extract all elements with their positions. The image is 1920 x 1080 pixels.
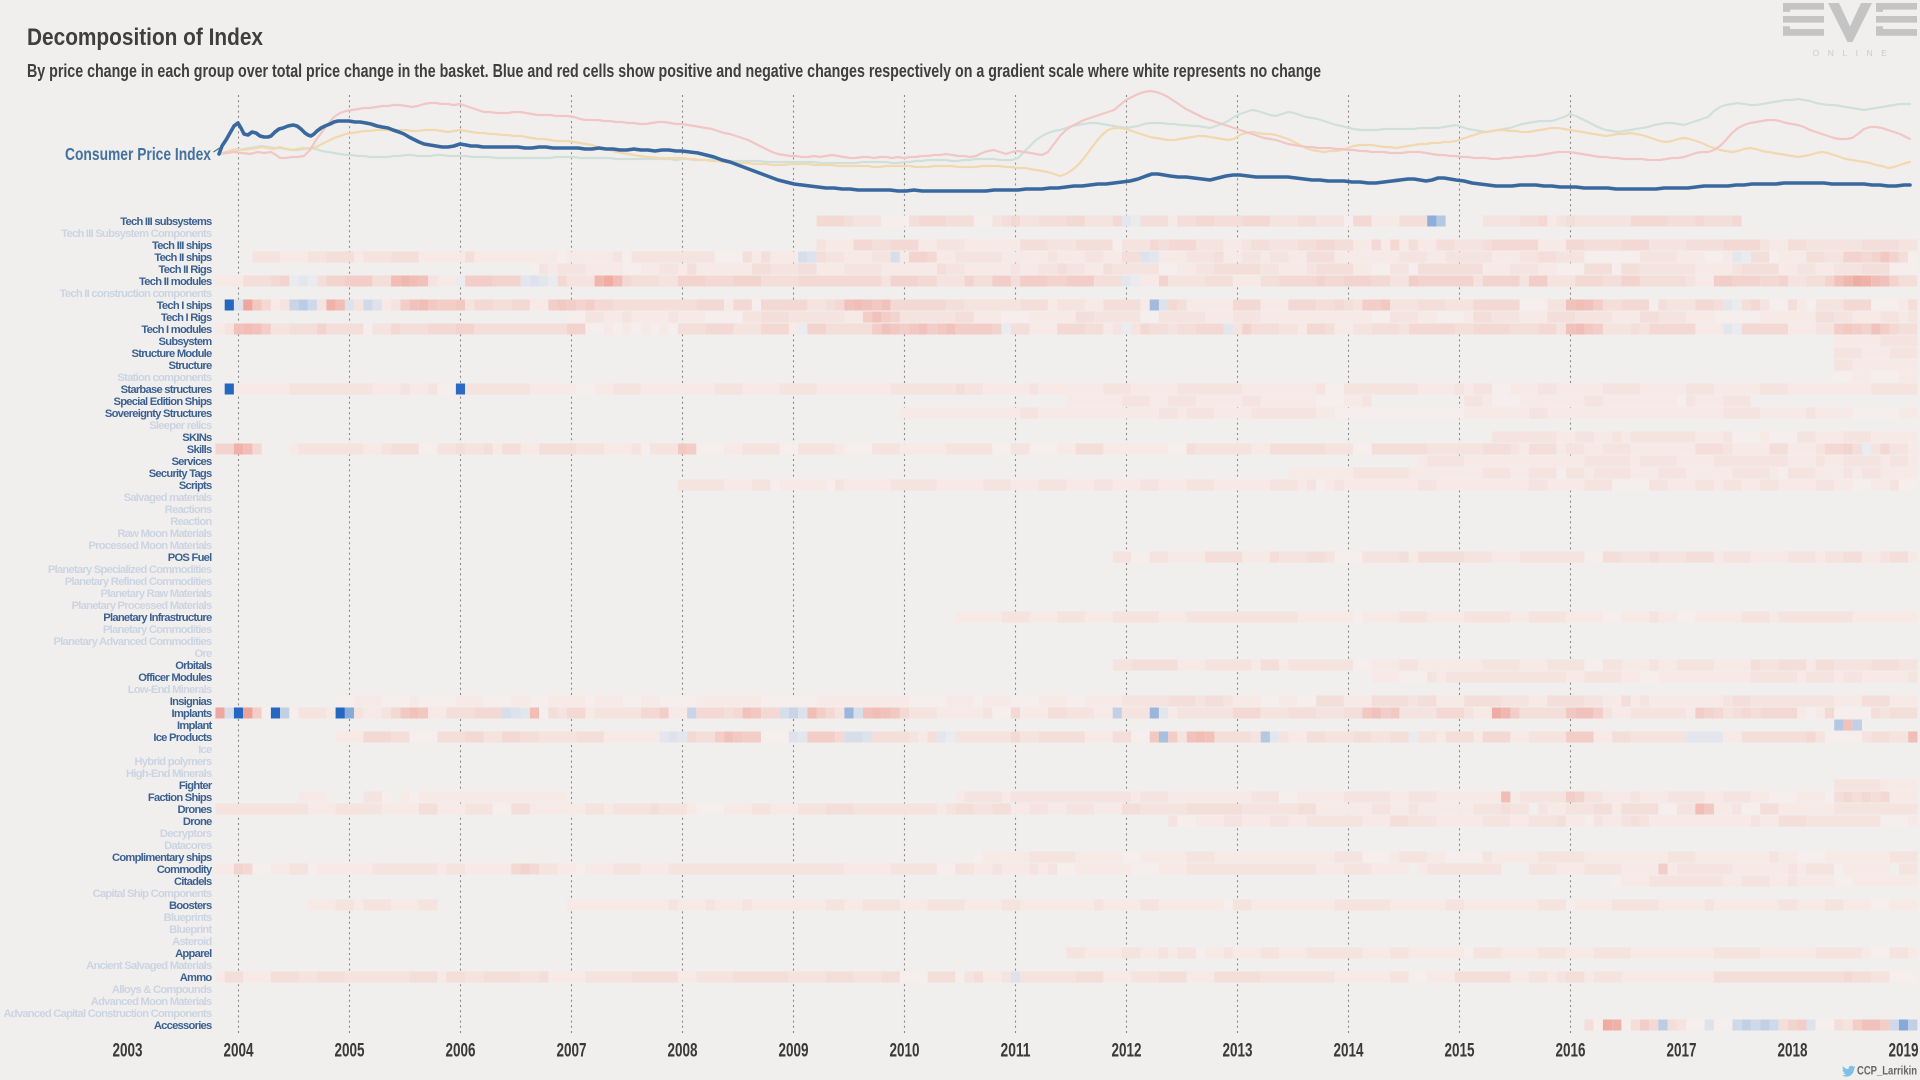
svg-text:Raw Moon Materials: Raw Moon Materials xyxy=(117,528,212,540)
svg-text:Complimentary ships: Complimentary ships xyxy=(112,852,212,864)
svg-text:Apparel: Apparel xyxy=(175,948,212,960)
svg-text:POS Fuel: POS Fuel xyxy=(168,552,212,564)
svg-text:Blueprints: Blueprints xyxy=(164,912,212,924)
svg-text:Planetary Infrastructure: Planetary Infrastructure xyxy=(103,612,212,624)
svg-text:Faction Ships: Faction Ships xyxy=(148,792,212,804)
svg-text:ONLINE: ONLINE xyxy=(1813,48,1896,58)
svg-text:Processed Moon Materials: Processed Moon Materials xyxy=(88,540,212,552)
svg-text:Tech I Rigs: Tech I Rigs xyxy=(161,312,212,324)
svg-text:2009: 2009 xyxy=(779,1041,809,1062)
svg-text:Hybrid polymers: Hybrid polymers xyxy=(134,756,212,768)
svg-text:Sovereignty Structures: Sovereignty Structures xyxy=(105,408,212,420)
svg-text:Tech II ships: Tech II ships xyxy=(154,252,212,264)
svg-text:2010: 2010 xyxy=(890,1041,920,1062)
svg-text:Tech III ships: Tech III ships xyxy=(152,240,212,252)
svg-text:Tech II construction component: Tech II construction components xyxy=(60,288,212,300)
svg-text:Boosters: Boosters xyxy=(169,900,212,912)
svg-text:Low-End Minerals: Low-End Minerals xyxy=(128,684,212,696)
svg-text:2005: 2005 xyxy=(335,1041,365,1062)
svg-text:CCP_Larrikin: CCP_Larrikin xyxy=(1857,1066,1917,1078)
svg-text:2007: 2007 xyxy=(557,1041,587,1062)
svg-text:SKINs: SKINs xyxy=(182,432,212,444)
svg-text:Insignias: Insignias xyxy=(170,696,212,708)
svg-text:Ice: Ice xyxy=(198,744,212,756)
svg-text:Datacores: Datacores xyxy=(164,840,212,852)
svg-text:Accessories: Accessories xyxy=(154,1020,212,1032)
svg-text:Ice Products: Ice Products xyxy=(153,732,212,744)
svg-text:Orbitals: Orbitals xyxy=(175,660,212,672)
svg-text:Planetary Raw Materials: Planetary Raw Materials xyxy=(101,588,212,600)
svg-text:2016: 2016 xyxy=(1556,1041,1586,1062)
svg-text:Reaction: Reaction xyxy=(170,516,212,528)
svg-text:Scripts: Scripts xyxy=(179,480,212,492)
svg-text:Sleeper relics: Sleeper relics xyxy=(149,420,212,432)
svg-text:Advanced Moon Materials: Advanced Moon Materials xyxy=(91,996,212,1008)
svg-text:Drone: Drone xyxy=(183,816,212,828)
svg-text:Fighter: Fighter xyxy=(179,780,213,792)
svg-text:Tech II Rigs: Tech II Rigs xyxy=(159,264,212,276)
svg-text:Ore: Ore xyxy=(194,648,212,660)
svg-text:Structure: Structure xyxy=(169,360,213,372)
svg-text:2013: 2013 xyxy=(1223,1041,1253,1062)
svg-text:Special Edition Ships: Special Edition Ships xyxy=(113,396,212,408)
svg-text:2017: 2017 xyxy=(1667,1041,1697,1062)
svg-text:2014: 2014 xyxy=(1334,1041,1364,1062)
svg-text:Ammo: Ammo xyxy=(180,972,213,984)
svg-text:Planetary Commodities: Planetary Commodities xyxy=(103,624,212,636)
svg-text:Blueprint: Blueprint xyxy=(169,924,212,936)
svg-text:Advanced Capital Construction: Advanced Capital Construction Components xyxy=(3,1008,212,1020)
svg-text:Officer Modules: Officer Modules xyxy=(138,672,212,684)
svg-text:Tech II modules: Tech II modules xyxy=(139,276,212,288)
svg-text:Alloys & Compounds: Alloys & Compounds xyxy=(112,984,212,996)
svg-text:Planetary Refined Commodities: Planetary Refined Commodities xyxy=(65,576,212,588)
svg-text:Implant: Implant xyxy=(177,720,213,732)
svg-text:2012: 2012 xyxy=(1112,1041,1142,1062)
svg-text:2008: 2008 xyxy=(668,1041,698,1062)
svg-text:Decryptors: Decryptors xyxy=(160,828,212,840)
svg-text:Planetary Advanced Commodities: Planetary Advanced Commodities xyxy=(53,636,212,648)
svg-text:2011: 2011 xyxy=(1001,1041,1031,1062)
svg-text:Reactions: Reactions xyxy=(165,504,212,516)
svg-text:Capital Ship Components: Capital Ship Components xyxy=(93,888,212,900)
svg-text:Salvaged materials: Salvaged materials xyxy=(124,492,212,504)
svg-text:Decomposition of Index: Decomposition of Index xyxy=(27,24,264,51)
svg-text:By price change in each group: By price change in each group over total… xyxy=(27,60,1321,81)
svg-text:Subsystem: Subsystem xyxy=(159,336,213,348)
svg-text:Planetary Specialized Commodit: Planetary Specialized Commodities xyxy=(48,564,212,576)
svg-text:Tech III subsystems: Tech III subsystems xyxy=(120,216,212,228)
svg-text:Tech III Subsystem Components: Tech III Subsystem Components xyxy=(61,228,212,240)
svg-text:Tech I modules: Tech I modules xyxy=(141,324,212,336)
svg-text:Security Tags: Security Tags xyxy=(149,468,212,480)
svg-text:Starbase structures: Starbase structures xyxy=(121,384,212,396)
svg-text:Commodity: Commodity xyxy=(157,864,213,876)
svg-text:Tech I ships: Tech I ships xyxy=(157,300,212,312)
svg-text:2004: 2004 xyxy=(224,1041,254,1062)
svg-text:2018: 2018 xyxy=(1778,1041,1808,1062)
svg-text:High-End Minerals: High-End Minerals xyxy=(126,768,212,780)
svg-text:2015: 2015 xyxy=(1445,1041,1475,1062)
svg-text:2019: 2019 xyxy=(1889,1041,1919,1062)
svg-text:Citadels: Citadels xyxy=(174,876,212,888)
svg-text:Structure Module: Structure Module xyxy=(132,348,213,360)
svg-text:Services: Services xyxy=(171,456,212,468)
svg-text:Skills: Skills xyxy=(187,444,212,456)
svg-text:Consumer Price Index: Consumer Price Index xyxy=(65,144,211,164)
svg-text:Asteroid: Asteroid xyxy=(172,936,212,948)
svg-text:2006: 2006 xyxy=(446,1041,476,1062)
svg-text:Implants: Implants xyxy=(171,708,212,720)
svg-text:Ancient Salvaged Materials: Ancient Salvaged Materials xyxy=(86,960,212,972)
svg-text:2003: 2003 xyxy=(113,1041,143,1062)
svg-text:Planetary Processed Materials: Planetary Processed Materials xyxy=(72,600,212,612)
svg-text:Drones: Drones xyxy=(177,804,212,816)
svg-text:Station components: Station components xyxy=(117,372,212,384)
